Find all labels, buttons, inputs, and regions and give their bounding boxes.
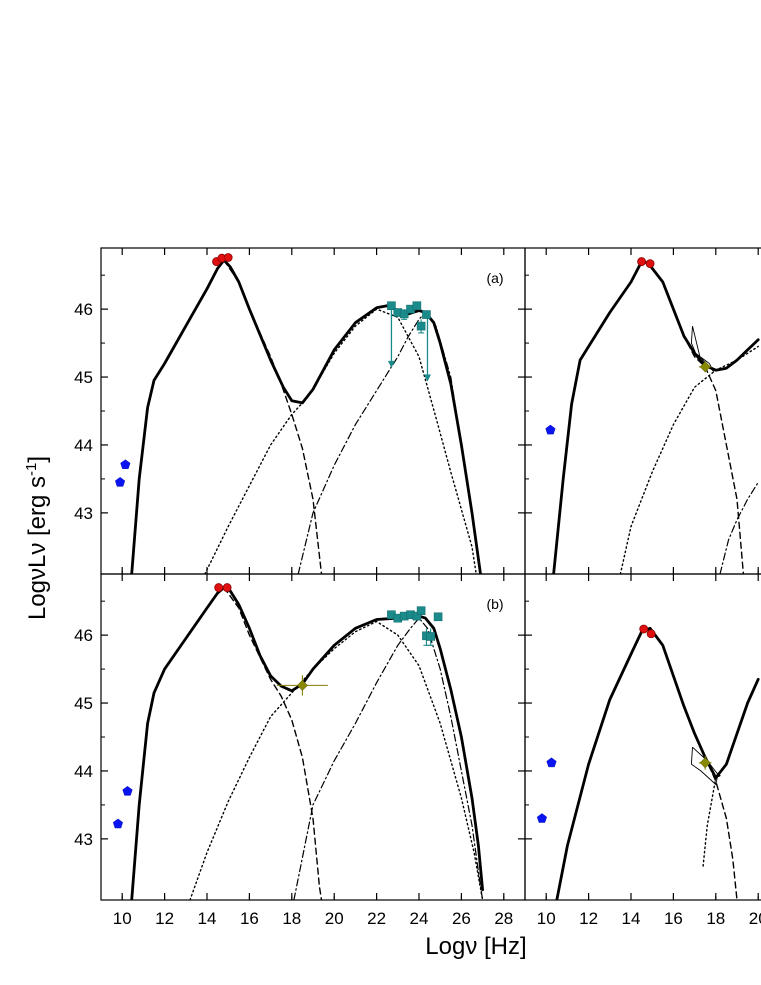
upper-limit-arrow bbox=[387, 360, 395, 368]
x-tick-label: 26 bbox=[452, 909, 471, 928]
gamma-point bbox=[416, 321, 426, 331]
y-tick-label: 45 bbox=[74, 368, 93, 387]
optical-point bbox=[214, 583, 224, 592]
radio-point bbox=[115, 476, 126, 487]
panel-frame bbox=[524, 247, 761, 575]
optical-point bbox=[639, 624, 649, 634]
y-tick-label: 46 bbox=[74, 626, 93, 645]
gamma-point bbox=[387, 301, 396, 311]
panel-frame bbox=[524, 573, 761, 901]
y-tick-label: 44 bbox=[74, 762, 93, 781]
panel-c bbox=[524, 247, 761, 575]
curve-total bbox=[130, 258, 482, 574]
radio-point bbox=[545, 424, 556, 435]
curve-total bbox=[552, 260, 760, 574]
x-tick-label: 16 bbox=[664, 909, 683, 928]
optical-point bbox=[645, 259, 655, 269]
y-axis-title-close: ] bbox=[24, 456, 51, 463]
x-tick-label: 18 bbox=[706, 909, 725, 928]
curve-ssc bbox=[619, 345, 759, 574]
curve-synchrotron bbox=[649, 627, 738, 900]
xray-point bbox=[296, 679, 308, 691]
gamma-point bbox=[399, 309, 409, 319]
x-tick-label: 12 bbox=[155, 909, 174, 928]
x-tick-label: 20 bbox=[749, 909, 761, 928]
gamma-point bbox=[416, 606, 426, 615]
x-tick-label: 14 bbox=[198, 909, 217, 928]
y-axis-title-main: LogνLν [erg s bbox=[24, 476, 51, 620]
radio-point bbox=[112, 818, 123, 829]
gamma-point bbox=[433, 612, 443, 622]
gamma-point bbox=[412, 301, 422, 311]
curve-ec bbox=[719, 481, 759, 574]
y-axis-title: LogνLν [erg s-1] bbox=[23, 456, 51, 620]
curve-ec bbox=[297, 311, 482, 574]
curve-ssc bbox=[204, 308, 477, 574]
curve-ssc bbox=[189, 620, 484, 900]
x-tick-label: 18 bbox=[282, 909, 301, 928]
y-tick-label: 45 bbox=[74, 694, 93, 713]
optical-point bbox=[637, 257, 646, 266]
curve-total bbox=[555, 626, 760, 900]
x-axis-title: Logν [Hz] bbox=[425, 933, 526, 960]
panel-data bbox=[545, 257, 760, 574]
optical-point bbox=[222, 583, 232, 592]
xray-point bbox=[699, 361, 711, 373]
radio-point bbox=[536, 813, 547, 823]
panel-label: (a) bbox=[486, 270, 503, 286]
curve-synchrotron bbox=[223, 586, 323, 900]
panel-data bbox=[115, 253, 482, 574]
x-tick-label: 12 bbox=[579, 909, 598, 928]
panel-data bbox=[112, 583, 484, 900]
gamma-point bbox=[426, 632, 435, 641]
x-tick-label: 20 bbox=[325, 909, 344, 928]
x-tick-label: 10 bbox=[537, 909, 556, 928]
y-tick-label: 43 bbox=[74, 504, 93, 523]
curve-synchrotron bbox=[223, 259, 323, 574]
y-tick-label: 46 bbox=[74, 300, 93, 319]
radio-point bbox=[120, 459, 131, 469]
panel-a: 43 44 45 46 (a) bbox=[74, 247, 526, 575]
y-tick-label: 43 bbox=[74, 830, 93, 849]
radio-point bbox=[122, 785, 133, 796]
x-tick-label: 16 bbox=[240, 909, 259, 928]
xray-point bbox=[699, 757, 711, 769]
x-tick-label: 24 bbox=[410, 909, 429, 928]
x-tick-label: 14 bbox=[622, 909, 641, 928]
upper-limit-arrow bbox=[423, 374, 431, 382]
xray-bowtie bbox=[690, 325, 715, 372]
panel-data bbox=[536, 624, 760, 900]
panel-label: (b) bbox=[486, 596, 503, 612]
x-tick-label: 10 bbox=[113, 909, 132, 928]
optical-point bbox=[646, 629, 656, 639]
gamma-point bbox=[422, 310, 431, 319]
panel-b: 10 12 14 16 18 20 22 24 26 28 43 44 45 46 (b) bbox=[74, 573, 526, 928]
curve-total bbox=[130, 586, 484, 900]
curve-synchrotron bbox=[647, 262, 745, 574]
optical-point bbox=[223, 253, 233, 262]
y-tick-label: 44 bbox=[74, 436, 93, 455]
y-axis-title-exponent: -1 bbox=[23, 463, 40, 476]
radio-point bbox=[546, 757, 557, 768]
curve-ec bbox=[293, 617, 484, 900]
x-tick-label: 22 bbox=[367, 909, 386, 928]
curve-ssc bbox=[702, 773, 723, 867]
panel-frame bbox=[100, 247, 526, 575]
x-tick-label: 28 bbox=[494, 909, 513, 928]
